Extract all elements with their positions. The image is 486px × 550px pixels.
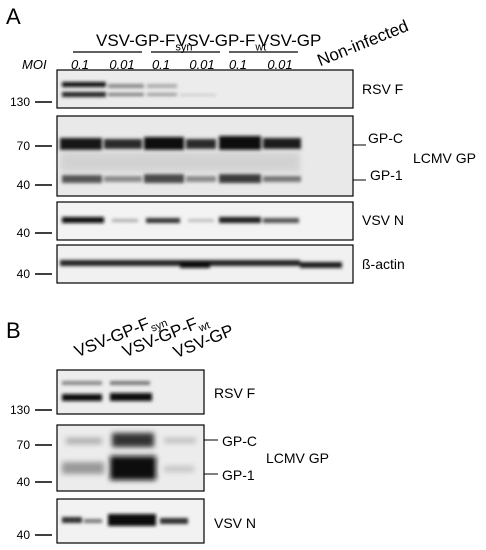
blot-a-rsv-f	[56, 69, 354, 109]
label-pointers-b	[204, 439, 218, 475]
lcmv-gp-group-label: LCMV GP	[413, 150, 477, 166]
mw-ticks-a	[35, 101, 52, 275]
blot-a-lcmv-gp	[56, 115, 354, 197]
lane-label: 0.01	[109, 57, 135, 72]
b-gp-c-label: GP-C	[222, 433, 257, 449]
gp-1-label: GP-1	[370, 167, 403, 183]
lane-label: 0.1	[228, 57, 248, 72]
panel-b-letter: B	[6, 318, 21, 343]
panel-a-letter: A	[6, 4, 21, 29]
beta-actin-label: ß-actin	[362, 256, 405, 272]
lane-label: 0.01	[189, 57, 215, 72]
mw-marker: 40	[16, 226, 30, 240]
mw-marker: 40	[16, 178, 30, 192]
virus-3-header: VSV-GP	[258, 31, 322, 50]
moi-label: MOI	[22, 57, 47, 72]
rsv-f-label: RSV F	[362, 81, 404, 97]
mw-marker: 70	[16, 139, 30, 153]
lane-label: 0.1	[151, 57, 171, 72]
blot-a-beta-actin	[56, 244, 354, 284]
b-lcmv-gp-group-label: LCMV GP	[266, 450, 330, 466]
mw-marker: 130	[9, 403, 30, 417]
virus-1-header: VSV-GP-Fsyn	[96, 31, 193, 54]
blot-a-vsv-n	[56, 201, 354, 241]
b-rsv-f-label: RSV F	[214, 385, 256, 401]
mw-marker: 70	[16, 438, 30, 452]
mw-marker: 130	[9, 95, 30, 109]
label-pointers-a	[353, 144, 366, 181]
b-vsv-n-label: VSV N	[214, 515, 257, 531]
mw-ticks-b	[35, 409, 52, 536]
b-gp-1-label: GP-1	[222, 467, 255, 483]
gp-c-label: GP-C	[368, 130, 403, 146]
lane-label: 0.1	[70, 57, 90, 72]
vsv-n-label: VSV N	[362, 212, 405, 228]
blot-b-rsv-f	[56, 369, 205, 415]
blot-b-lcmv-gp	[56, 424, 205, 492]
mw-marker: 40	[16, 475, 30, 489]
blot-b-vsv-n	[56, 498, 205, 544]
mw-marker: 40	[16, 267, 30, 281]
virus-2-header: VSV-GP-Fwt	[176, 31, 267, 54]
mw-marker: 40	[16, 528, 30, 542]
lane-label: 0.01	[267, 57, 293, 72]
